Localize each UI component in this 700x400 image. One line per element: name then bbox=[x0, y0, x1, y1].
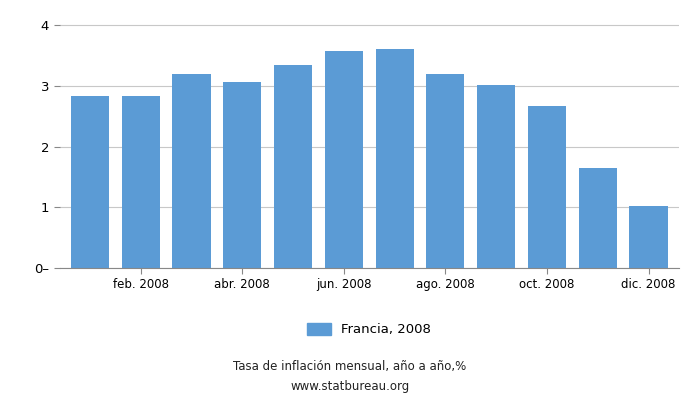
Bar bbox=[528, 106, 566, 268]
Bar bbox=[71, 96, 109, 268]
Text: www.statbureau.org: www.statbureau.org bbox=[290, 380, 410, 393]
Bar bbox=[325, 51, 363, 268]
Bar bbox=[223, 82, 261, 268]
Bar bbox=[122, 96, 160, 268]
Text: Tasa de inflación mensual, año a año,%: Tasa de inflación mensual, año a año,% bbox=[233, 360, 467, 373]
Bar bbox=[172, 74, 211, 268]
Bar bbox=[629, 206, 668, 268]
Legend: Francia, 2008: Francia, 2008 bbox=[302, 318, 437, 342]
Bar bbox=[376, 49, 414, 268]
Bar bbox=[426, 74, 465, 268]
Bar bbox=[274, 65, 312, 268]
Bar bbox=[579, 168, 617, 268]
Bar bbox=[477, 85, 515, 268]
